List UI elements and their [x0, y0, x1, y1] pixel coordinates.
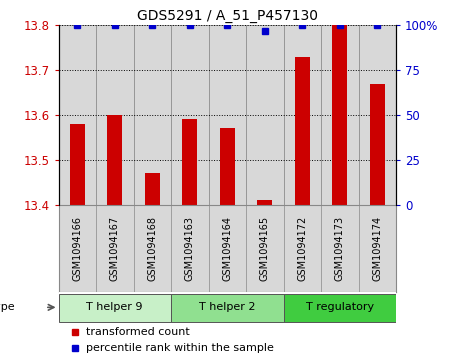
FancyBboxPatch shape: [58, 294, 171, 322]
Text: GSM1094167: GSM1094167: [110, 216, 120, 281]
Bar: [107, 115, 122, 204]
Bar: [171, 25, 208, 204]
Text: GSM1094173: GSM1094173: [335, 216, 345, 281]
Bar: [284, 25, 321, 204]
Bar: [182, 119, 197, 204]
Bar: [220, 129, 235, 204]
Bar: [145, 173, 160, 204]
FancyBboxPatch shape: [171, 294, 284, 322]
Text: T helper 2: T helper 2: [199, 302, 256, 312]
Text: GSM1094163: GSM1094163: [185, 216, 195, 281]
Text: T helper 9: T helper 9: [86, 302, 143, 312]
Text: GSM1094166: GSM1094166: [72, 216, 82, 281]
Bar: [359, 25, 396, 204]
Text: cell type: cell type: [0, 302, 14, 312]
Text: GSM1094168: GSM1094168: [147, 216, 157, 281]
Bar: [208, 25, 246, 204]
Bar: [332, 25, 347, 204]
Bar: [70, 124, 85, 204]
Bar: [134, 25, 171, 204]
Text: GSM1094165: GSM1094165: [260, 216, 270, 281]
Bar: [257, 200, 272, 204]
Bar: [246, 25, 284, 204]
Text: percentile rank within the sample: percentile rank within the sample: [86, 343, 274, 353]
Bar: [370, 83, 385, 204]
Bar: [96, 25, 134, 204]
Title: GDS5291 / A_51_P457130: GDS5291 / A_51_P457130: [137, 9, 318, 23]
Text: GSM1094164: GSM1094164: [222, 216, 232, 281]
Bar: [58, 25, 96, 204]
FancyBboxPatch shape: [284, 294, 396, 322]
Text: transformed count: transformed count: [86, 327, 189, 337]
Text: T regulatory: T regulatory: [306, 302, 374, 312]
Bar: [295, 57, 310, 204]
Text: GSM1094172: GSM1094172: [297, 216, 307, 281]
Text: GSM1094174: GSM1094174: [372, 216, 382, 281]
Bar: [321, 25, 359, 204]
